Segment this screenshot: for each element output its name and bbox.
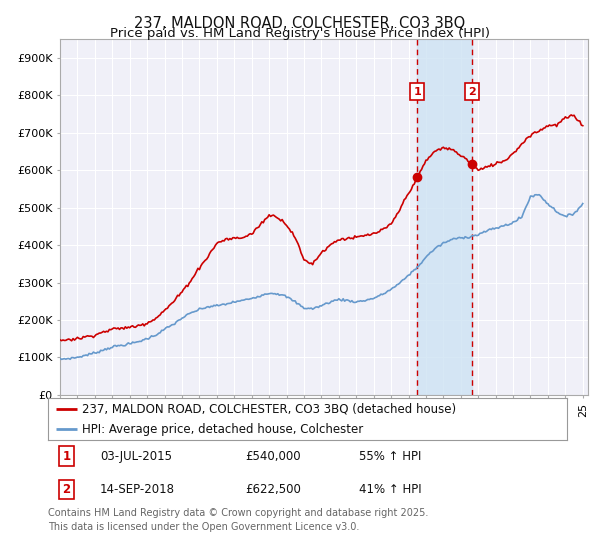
Text: 14-SEP-2018: 14-SEP-2018 (100, 483, 175, 496)
Text: 2: 2 (469, 87, 476, 97)
Text: Contains HM Land Registry data © Crown copyright and database right 2025.
This d: Contains HM Land Registry data © Crown c… (48, 508, 428, 531)
Text: £540,000: £540,000 (245, 450, 301, 463)
Text: Price paid vs. HM Land Registry's House Price Index (HPI): Price paid vs. HM Land Registry's House … (110, 27, 490, 40)
Text: 41% ↑ HPI: 41% ↑ HPI (359, 483, 422, 496)
Text: HPI: Average price, detached house, Colchester: HPI: Average price, detached house, Colc… (82, 423, 363, 436)
Text: £622,500: £622,500 (245, 483, 301, 496)
Bar (417, 39, 472, 395)
Text: 2: 2 (62, 483, 71, 496)
Text: 237, MALDON ROAD, COLCHESTER, CO3 3BQ: 237, MALDON ROAD, COLCHESTER, CO3 3BQ (134, 16, 466, 31)
Text: 55% ↑ HPI: 55% ↑ HPI (359, 450, 422, 463)
Text: 1: 1 (413, 87, 421, 97)
Text: 237, MALDON ROAD, COLCHESTER, CO3 3BQ (detached house): 237, MALDON ROAD, COLCHESTER, CO3 3BQ (d… (82, 403, 456, 416)
Text: 1: 1 (62, 450, 71, 463)
Text: 03-JUL-2015: 03-JUL-2015 (100, 450, 172, 463)
